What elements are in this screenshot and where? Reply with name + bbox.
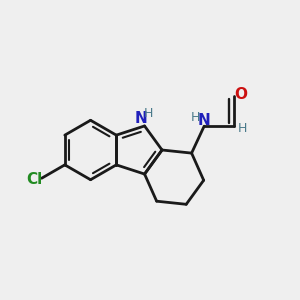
Text: H: H xyxy=(143,107,153,120)
Text: O: O xyxy=(234,88,247,103)
Text: H: H xyxy=(191,111,200,124)
Text: Cl: Cl xyxy=(26,172,42,187)
Text: N: N xyxy=(198,113,211,128)
Text: N: N xyxy=(135,111,147,126)
Text: H: H xyxy=(238,122,247,135)
